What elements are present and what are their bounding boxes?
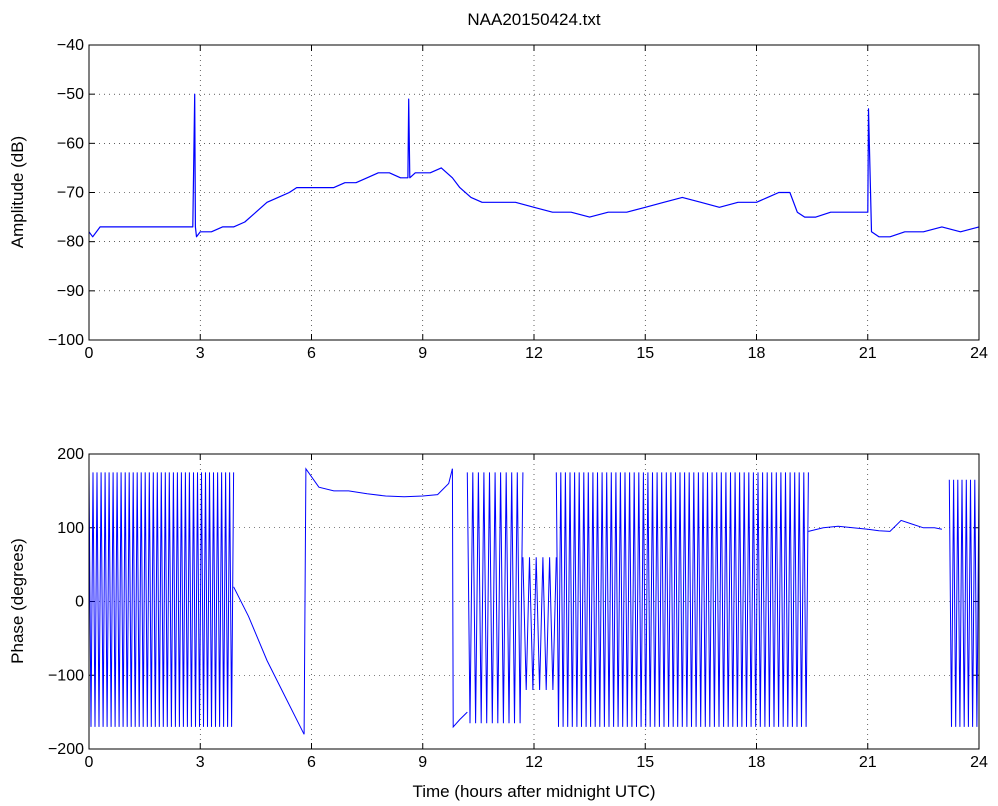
- phase-series-path: [88, 472, 235, 727]
- phase-series-path: [555, 472, 809, 727]
- phase-x-tick-label: 12: [525, 754, 543, 771]
- amplitude-y-tick-label: −100: [48, 332, 84, 349]
- amplitude-y-tick-label: −70: [57, 185, 84, 202]
- phase-series-path: [522, 557, 557, 691]
- amplitude-x-tick-label: 0: [85, 345, 94, 362]
- amplitude-x-tick-label: 15: [636, 345, 654, 362]
- amplitude-chart-title: NAA20150424.txt: [467, 10, 601, 29]
- amplitude-x-tick-label: 9: [418, 345, 427, 362]
- amplitude-series-line: [88, 93, 980, 238]
- phase-x-tick-label: 6: [307, 754, 316, 771]
- phase-ticks: 0 3 6 9 12 15 18 21 24 −200 −100 0 100 200: [48, 446, 988, 771]
- amplitude-x-tick-label: 18: [748, 345, 766, 362]
- amplitude-y-tick-label: −60: [57, 135, 84, 152]
- phase-y-axis-label: Phase (degrees): [8, 538, 27, 664]
- phase-x-tick-label: 15: [636, 754, 654, 771]
- phase-y-tick-label: 0: [75, 594, 84, 611]
- amplitude-axes-box: [88, 44, 980, 341]
- phase-series-path: [948, 479, 980, 727]
- phase-x-tick-label: 21: [859, 754, 877, 771]
- phase-x-tick-label: 3: [196, 754, 205, 771]
- phase-series-path: [466, 472, 524, 724]
- phase-series-path: [808, 519, 942, 532]
- phase-x-axis-label: Time (hours after midnight UTC): [412, 782, 655, 801]
- amplitude-grid: [89, 45, 979, 340]
- phase-series-line: [88, 467, 980, 735]
- amplitude-y-tick-label: −90: [57, 283, 84, 300]
- phase-chart: 0 3 6 9 12 15 18 21 24 −200 −100 0 100 200 Phase (deg…: [8, 446, 988, 801]
- phase-series-path: [303, 467, 453, 735]
- phase-axes-box: [88, 453, 980, 750]
- amplitude-ticks: 0 3 6 9 12 15 18 21 24 −100 −90 −80 −70 −60 −50 −40: [48, 37, 988, 362]
- phase-x-tick-label: 9: [418, 754, 427, 771]
- phase-x-tick-label: 0: [85, 754, 94, 771]
- amplitude-series-path: [88, 93, 980, 238]
- amplitude-y-axis-label: Amplitude (dB): [8, 136, 27, 248]
- phase-series-path: [233, 586, 305, 735]
- amplitude-x-tick-label: 21: [859, 345, 877, 362]
- phase-x-tick-label: 24: [970, 754, 988, 771]
- amplitude-y-tick-label: −80: [57, 234, 84, 251]
- amplitude-y-tick-label: −40: [57, 37, 84, 54]
- phase-y-tick-label: 200: [57, 446, 84, 463]
- amplitude-y-tick-label: −50: [57, 86, 84, 103]
- phase-y-tick-label: −100: [48, 667, 84, 684]
- amplitude-x-tick-label: 12: [525, 345, 543, 362]
- phase-series-path: [451, 468, 468, 729]
- amplitude-x-tick-label: 6: [307, 345, 316, 362]
- phase-x-tick-label: 18: [748, 754, 766, 771]
- amplitude-x-tick-label: 24: [970, 345, 988, 362]
- amplitude-x-tick-label: 3: [196, 345, 205, 362]
- phase-y-tick-label: −200: [48, 741, 84, 758]
- amplitude-chart: NAA20150424.txt 0 3 6 9 12 15 18 21 24 −100 −90 −80…: [8, 10, 988, 362]
- phase-y-tick-label: 100: [57, 520, 84, 537]
